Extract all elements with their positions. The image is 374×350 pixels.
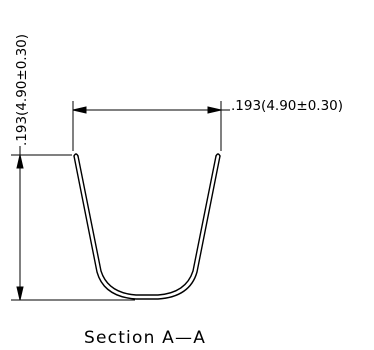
height-dimension-label: .193(4.90±0.30) bbox=[14, 34, 30, 146]
profile-outer-edge bbox=[73, 155, 221, 300]
width-dimension bbox=[72, 101, 230, 151]
profile-inner-edge bbox=[77, 155, 217, 296]
width-dimension-label: .193(4.90±0.30) bbox=[231, 98, 343, 114]
height-arrowhead-bottom bbox=[16, 286, 24, 301]
channel-profile bbox=[73, 153, 221, 300]
section-caption: Section A—A bbox=[84, 328, 206, 348]
profile-right-tip bbox=[215, 153, 221, 157]
height-arrowhead-top bbox=[16, 154, 24, 169]
width-arrowhead-right bbox=[207, 106, 222, 114]
width-arrowhead-left bbox=[72, 106, 87, 114]
profile-left-tip bbox=[73, 153, 79, 157]
height-dimension bbox=[11, 146, 135, 301]
